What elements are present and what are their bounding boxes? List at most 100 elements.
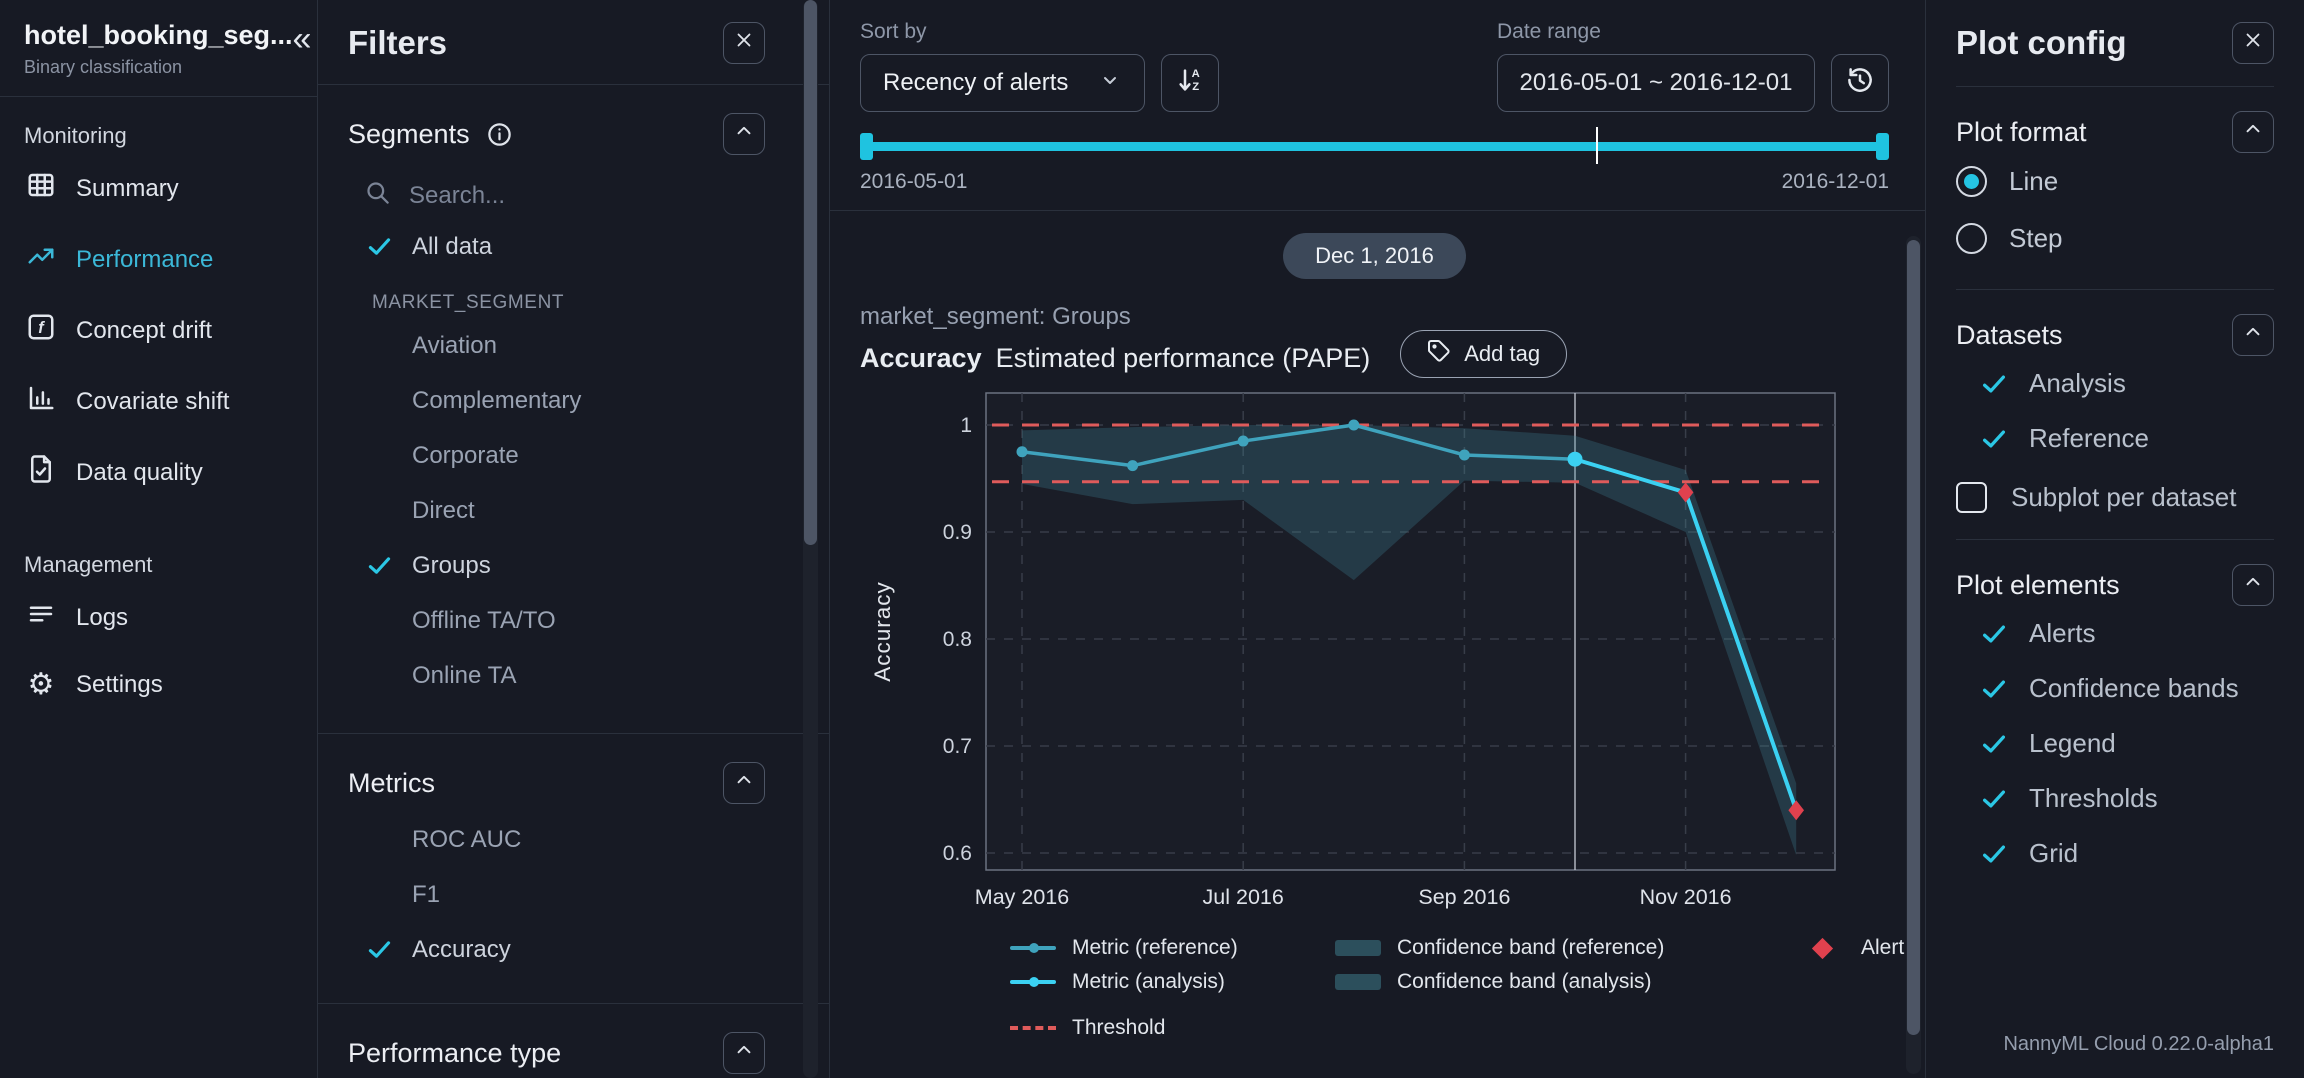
close-plot-config-button[interactable]: [2232, 22, 2274, 64]
chevron-up-icon: [2242, 571, 2264, 600]
dataset-option-reference[interactable]: Reference: [1956, 411, 2274, 466]
check-icon: [1978, 618, 2009, 649]
slider-marker: [1595, 127, 1598, 164]
dataset-option-analysis[interactable]: Analysis: [1956, 356, 2274, 411]
plot-format-option-step[interactable]: Step: [1956, 210, 2274, 267]
slider-handle-start[interactable]: [860, 133, 873, 160]
segment-option-groups[interactable]: Groups: [348, 538, 765, 593]
plot-element-grid[interactable]: Grid: [1956, 826, 2274, 881]
check-icon: [1978, 423, 2009, 454]
radio-selected-icon: [1956, 166, 1987, 197]
sidebar-item-settings[interactable]: ⚙ Settings: [24, 653, 293, 717]
collapse-datasets-button[interactable]: [2232, 314, 2274, 356]
legend-item-alert: Alert: [1800, 936, 1904, 960]
chevron-up-icon: [733, 769, 755, 798]
sort-by-select[interactable]: Recency of alerts: [860, 54, 1146, 112]
segment-option-label: All data: [412, 232, 493, 260]
plot-elements-title: Plot elements: [1956, 569, 2120, 600]
segment-option-direct[interactable]: Direct: [348, 483, 765, 538]
segment-option-complementary[interactable]: Complementary: [348, 373, 765, 428]
collapse-metrics-button[interactable]: [723, 762, 765, 804]
slider-end-label: 2016-12-01: [1781, 170, 1889, 193]
legend-item-threshold: Threshold: [1010, 1016, 1889, 1040]
sidebar-item-logs[interactable]: Logs: [24, 582, 293, 653]
filters-title: Filters: [348, 24, 448, 61]
segment-option-label: Aviation: [412, 331, 497, 359]
metric-option-label: F1: [412, 880, 441, 908]
legend-item-confidence-reference: Confidence band (reference): [1335, 936, 1800, 960]
confidence-analysis-swatch: [1335, 974, 1381, 990]
add-tag-button[interactable]: Add tag: [1400, 330, 1568, 378]
plot-element-thresholds[interactable]: Thresholds: [1956, 771, 2274, 826]
plot-element-confidence-bands[interactable]: Confidence bands: [1956, 661, 2274, 716]
plot-element-legend[interactable]: Legend: [1956, 716, 2274, 771]
filters-panel: Filters Segments All data MARKET_SEGMENT: [318, 0, 830, 1078]
segment-option-all-data[interactable]: All data: [348, 219, 765, 274]
sidebar-item-concept-drift[interactable]: f Concept drift: [24, 295, 293, 366]
segment-option-label: Online TA: [412, 661, 517, 689]
svg-text:Z: Z: [1193, 81, 1200, 93]
collapse-segments-button[interactable]: [723, 113, 765, 155]
sort-by-value: Recency of alerts: [883, 69, 1069, 96]
reset-date-range-button[interactable]: [1831, 54, 1889, 112]
svg-text:0.7: 0.7: [943, 735, 972, 758]
lines-icon: [26, 599, 56, 636]
slider-handle-end[interactable]: [1876, 133, 1889, 160]
metric-option-f1[interactable]: F1: [348, 867, 765, 922]
metric-analysis-swatch: [1010, 977, 1056, 987]
search-input[interactable]: [409, 182, 659, 210]
sidebar-item-summary[interactable]: Summary: [24, 153, 293, 224]
legend-item-metric-reference: Metric (reference): [1010, 936, 1335, 960]
segment-option-aviation[interactable]: Aviation: [348, 318, 765, 373]
segment-option-corporate[interactable]: Corporate: [348, 428, 765, 483]
collapse-sidebar-icon[interactable]: «: [292, 20, 312, 58]
check-icon: [1978, 728, 2009, 759]
sidebar-item-covariate-shift[interactable]: Covariate shift: [24, 366, 293, 437]
chart-legend: Metric (reference) Confidence band (refe…: [1010, 936, 1904, 1040]
check-icon: [1978, 838, 2009, 869]
filters-scrollbar-thumb[interactable]: [804, 0, 817, 545]
collapse-performance-type-button[interactable]: [723, 1032, 765, 1074]
metric-option-accuracy[interactable]: Accuracy: [348, 922, 765, 977]
date-range-input[interactable]: [1497, 54, 1815, 112]
svg-text:f: f: [38, 319, 45, 337]
segment-option-label: Corporate: [412, 441, 519, 469]
svg-text:0.8: 0.8: [943, 628, 972, 651]
metric-option-roc-auc[interactable]: ROC AUC: [348, 812, 765, 867]
svg-text:Accuracy: Accuracy: [870, 581, 895, 682]
checkbox-unchecked-icon: [1956, 482, 1987, 513]
slider-track[interactable]: [862, 142, 1887, 151]
confidence-reference-swatch: [1335, 940, 1381, 956]
divider: [1956, 289, 2274, 290]
chevron-up-icon: [2242, 321, 2264, 350]
chart-header: market_segment: Groups Accuracy Estimated…: [860, 303, 1889, 378]
svg-text:A: A: [1192, 67, 1200, 79]
date-range-slider[interactable]: [860, 127, 1889, 164]
collapse-plot-format-button[interactable]: [2232, 111, 2274, 153]
info-icon[interactable]: [486, 121, 513, 148]
sidebar-item-performance[interactable]: Performance: [24, 224, 293, 295]
check-icon: [1978, 783, 2009, 814]
metrics-section-title: Metrics: [348, 767, 435, 798]
check-icon: [364, 934, 395, 965]
divider: [318, 733, 829, 734]
segment-option-offline-ta-to[interactable]: Offline TA/TO: [348, 593, 765, 648]
main-scrollbar-thumb[interactable]: [1907, 240, 1920, 1035]
close-filters-button[interactable]: [723, 22, 765, 64]
collapse-plot-elements-button[interactable]: [2232, 564, 2274, 606]
check-icon: [364, 550, 395, 581]
segment-option-online-ta[interactable]: Online TA: [348, 648, 765, 703]
model-header: hotel_booking_seg... Binary classificati…: [24, 20, 311, 78]
selected-date-badge[interactable]: Dec 1, 2016: [1283, 233, 1466, 279]
chart-subtitle: Estimated performance (PAPE): [995, 343, 1371, 373]
sidebar-item-data-quality[interactable]: Data quality: [24, 437, 293, 508]
sort-by-label: Sort by: [860, 20, 927, 43]
plot-element-alerts[interactable]: Alerts: [1956, 606, 2274, 661]
subplot-per-dataset-toggle[interactable]: Subplot per dataset: [1956, 466, 2274, 517]
segment-search: [364, 179, 765, 213]
plot-format-option-line[interactable]: Line: [1956, 153, 2274, 210]
